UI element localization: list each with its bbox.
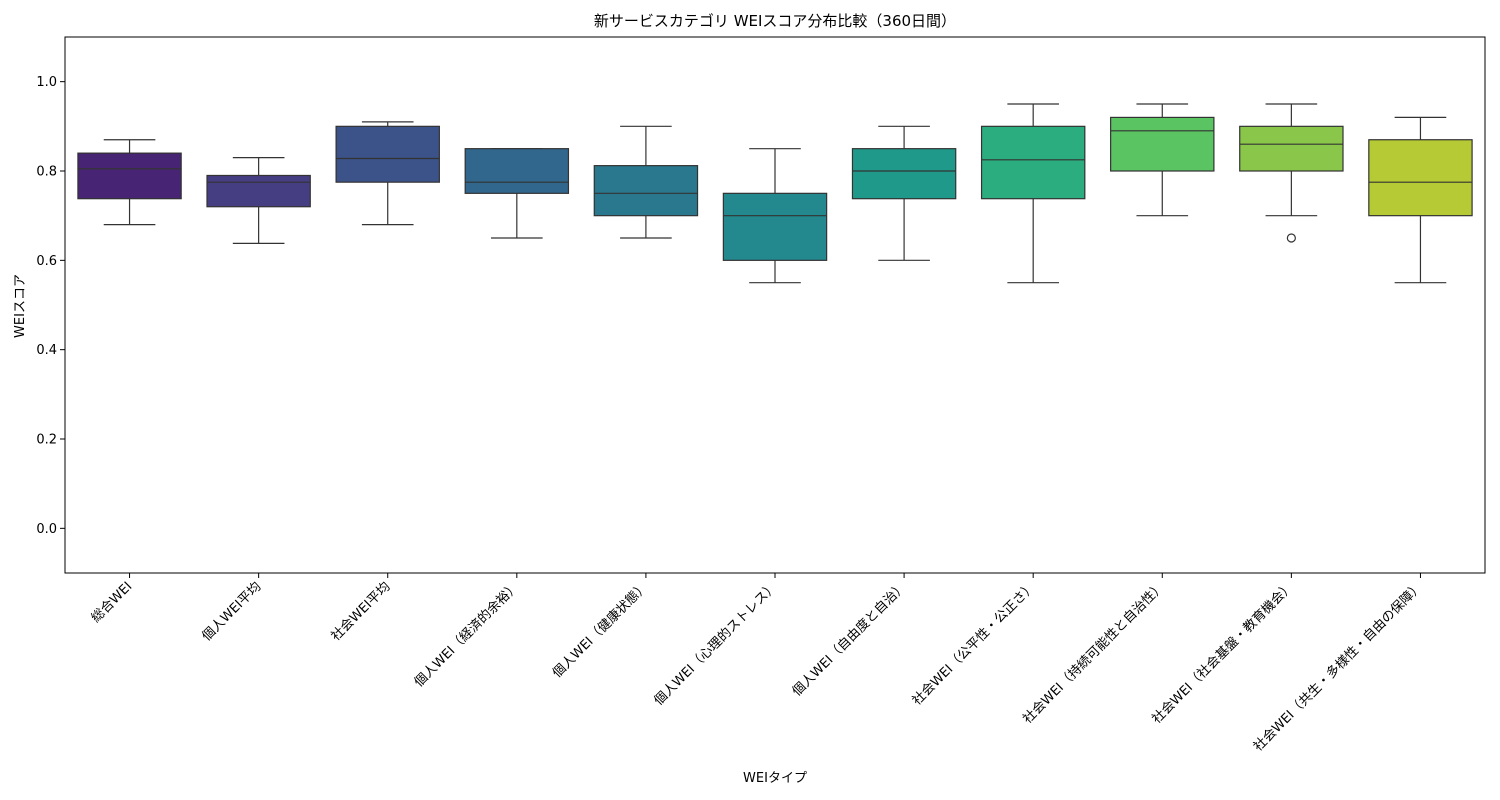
box: [593, 165, 699, 217]
x-tick-label: 社会WEI平均: [328, 579, 394, 645]
x-tick-label: 個人WEI（自由度と自治）: [789, 579, 910, 700]
y-tick-label: 0.8: [36, 165, 57, 180]
x-tick-label: 個人WEI（健康状態）: [549, 579, 651, 681]
chart-title: 新サービスカテゴリ WEIスコア分布比較（360日間）: [594, 12, 956, 30]
x-tick-label: 社会WEI（社会基盤・教育機会）: [1149, 579, 1297, 727]
box: [1239, 125, 1344, 172]
box: [1110, 116, 1215, 172]
box: [980, 125, 1086, 200]
y-tick-label: 0.2: [36, 433, 57, 448]
y-tick-label: 0.6: [36, 254, 57, 269]
box: [851, 148, 957, 200]
x-tick-label: 個人WEI（心理的ストレス）: [651, 579, 781, 709]
box: [1368, 139, 1473, 217]
y-tick-label: 0.4: [36, 343, 57, 358]
y-tick-label: 1.0: [36, 75, 57, 90]
outlier-point: [1286, 233, 1296, 243]
plot-frame: [64, 36, 1486, 574]
box: [77, 152, 182, 200]
box: [722, 192, 828, 261]
x-tick-label: 総合WEI: [89, 579, 136, 626]
y-axis-label: WEIスコア: [13, 274, 28, 338]
x-axis-label: WEIタイプ: [743, 771, 807, 786]
box: [335, 125, 440, 183]
x-tick-label: 社会WEI（公平性・公正さ）: [909, 579, 1039, 709]
x-tick-label: 個人WEI平均: [199, 579, 264, 644]
x-tick-label: 個人WEI（経済的余裕）: [411, 579, 523, 691]
box: [464, 148, 570, 194]
box: [206, 174, 311, 208]
y-tick-label: 0.0: [36, 522, 57, 537]
x-tick-label: 社会WEI（持続可能性と自治性）: [1020, 579, 1168, 727]
